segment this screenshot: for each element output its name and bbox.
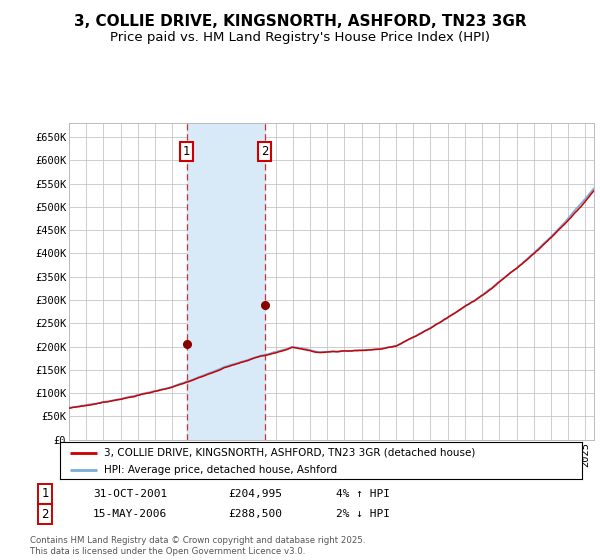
Text: 3, COLLIE DRIVE, KINGSNORTH, ASHFORD, TN23 3GR: 3, COLLIE DRIVE, KINGSNORTH, ASHFORD, TN…	[74, 14, 526, 29]
Text: 2: 2	[261, 144, 268, 157]
Text: 1: 1	[183, 144, 190, 157]
Text: Contains HM Land Registry data © Crown copyright and database right 2025.
This d: Contains HM Land Registry data © Crown c…	[30, 536, 365, 556]
Text: 31-OCT-2001: 31-OCT-2001	[93, 489, 167, 499]
Text: 2% ↓ HPI: 2% ↓ HPI	[336, 509, 390, 519]
Text: HPI: Average price, detached house, Ashford: HPI: Average price, detached house, Ashf…	[104, 465, 337, 475]
Text: 3, COLLIE DRIVE, KINGSNORTH, ASHFORD, TN23 3GR (detached house): 3, COLLIE DRIVE, KINGSNORTH, ASHFORD, TN…	[104, 447, 476, 458]
Text: 15-MAY-2006: 15-MAY-2006	[93, 509, 167, 519]
Bar	[187, 123, 265, 440]
Text: £204,995: £204,995	[228, 489, 282, 499]
Text: Price paid vs. HM Land Registry's House Price Index (HPI): Price paid vs. HM Land Registry's House …	[110, 31, 490, 44]
Text: 2: 2	[41, 507, 49, 521]
Text: £288,500: £288,500	[228, 509, 282, 519]
Text: 4% ↑ HPI: 4% ↑ HPI	[336, 489, 390, 499]
Text: 1: 1	[41, 487, 49, 501]
